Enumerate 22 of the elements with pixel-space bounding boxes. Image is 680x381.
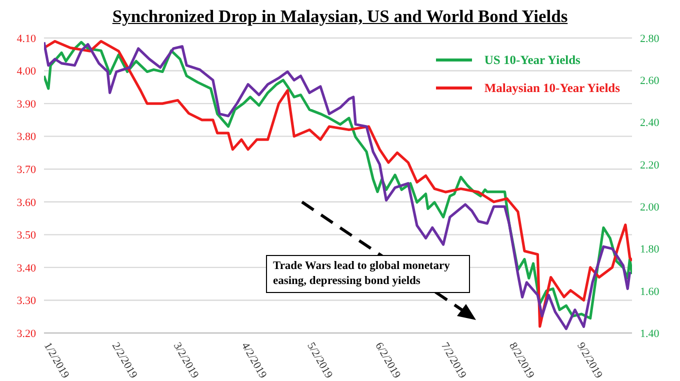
- legend-label: US 10-Year Yields: [484, 52, 580, 68]
- y-tick-label: 3.70: [16, 164, 36, 176]
- y-tick-label: 3.20: [16, 328, 36, 340]
- annotation: Trade Wars lead to global monetary easing, depressing bond yields: [266, 255, 470, 293]
- y-tick-label: 3.80: [16, 131, 36, 144]
- y-tick-label: 4.00: [16, 66, 36, 78]
- y2-tick-label: 1.80: [640, 244, 660, 256]
- y-tick-label: 3.90: [16, 98, 36, 110]
- y2-tick-label: 1.40: [640, 328, 660, 340]
- y-tick-label: 3.40: [16, 262, 36, 274]
- y2-tick-label: 2.80: [640, 32, 660, 45]
- y-tick-label: 4.10: [16, 32, 36, 45]
- y2-tick-label: 2.00: [640, 201, 660, 214]
- y2-tick-label: 2.60: [640, 75, 660, 88]
- chart-title: Synchronized Drop in Malaysian, US and World Bond Yields: [111, 6, 569, 27]
- y2-tick-label: 2.20: [640, 159, 660, 172]
- legend-label: Malaysian 10-Year Yields: [484, 80, 620, 96]
- y2-tick-label: 2.40: [640, 117, 660, 130]
- y-tick-label: 3.60: [16, 196, 36, 209]
- y2-tick-label: 1.60: [640, 286, 660, 298]
- y-tick-label: 3.30: [16, 295, 36, 308]
- y-tick-label: 3.50: [16, 230, 36, 242]
